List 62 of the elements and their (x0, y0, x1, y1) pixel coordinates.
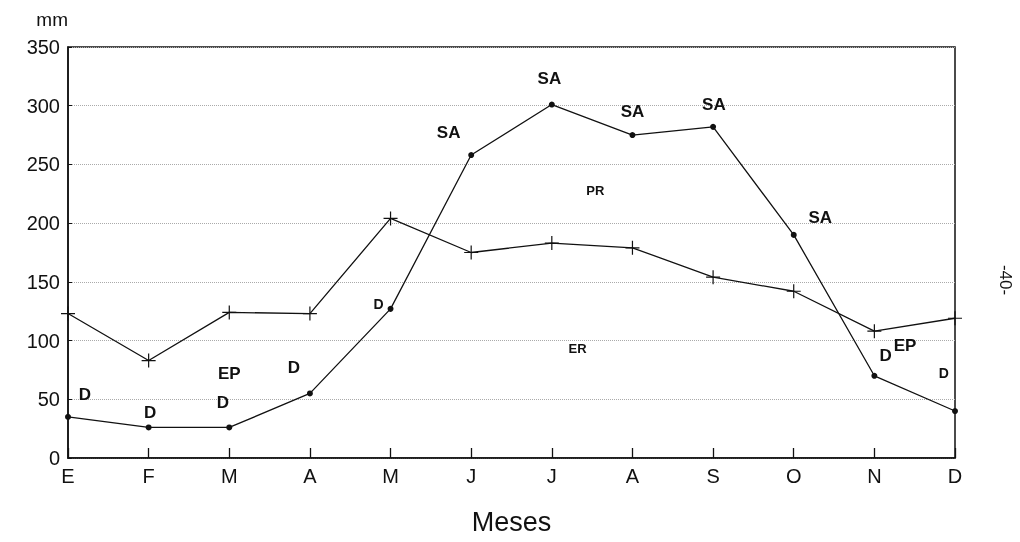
annotation: SA (537, 69, 562, 89)
point (548, 101, 555, 108)
x-tick-label: D (947, 465, 963, 487)
point (60, 305, 76, 322)
point (947, 310, 963, 326)
point (306, 390, 313, 397)
point (468, 152, 475, 159)
x-tick-label: O (785, 465, 802, 487)
y-tick-label: 300 (26, 94, 60, 117)
x-tick-label: J (546, 465, 557, 487)
point (629, 132, 636, 139)
annotation: EP (217, 363, 241, 383)
point (302, 305, 318, 322)
x-tick-label: F (142, 465, 155, 487)
point (624, 240, 641, 256)
point (382, 210, 399, 227)
y-tick-label: 50 (37, 388, 60, 411)
annotation: SA (436, 123, 461, 143)
annotation: PR (586, 182, 605, 198)
point (705, 269, 721, 285)
y-tick-label: 350 (26, 36, 60, 58)
x-tick-label: E (61, 465, 75, 487)
annotation: SA (702, 95, 726, 115)
text: -40- (995, 264, 1015, 296)
y-tick-label: 200 (26, 212, 60, 235)
annotation: D (373, 296, 384, 313)
annotation: D (879, 346, 892, 366)
annotation: ER (568, 341, 588, 357)
annotation: EP (893, 335, 917, 355)
annotation: D (78, 385, 92, 405)
x-tick-label: A (303, 465, 318, 487)
y-axis-title: mm (36, 9, 68, 30)
y-tick-label: 0 (48, 447, 60, 469)
point (871, 372, 878, 379)
x-tick-label: M (382, 465, 399, 487)
annotation: D (287, 358, 300, 378)
y-tick-label: 100 (26, 329, 60, 352)
point (145, 424, 152, 431)
x-axis-title: Meses (471, 506, 552, 537)
x-tick-label: M (220, 465, 238, 487)
x-tick-label: S (706, 465, 720, 487)
point (790, 231, 797, 238)
x-tick-label: N (867, 465, 882, 487)
annotation: D (216, 393, 229, 413)
point (866, 323, 882, 339)
point (952, 408, 958, 415)
point (141, 352, 157, 369)
annotation: D (938, 365, 949, 382)
annotation: SA (620, 102, 645, 122)
point (65, 413, 71, 420)
point (463, 244, 479, 261)
point (544, 235, 560, 251)
x-tick-label: J (466, 465, 477, 487)
annotation: D (144, 402, 157, 422)
annotation: SA (808, 207, 833, 227)
x-tick-label: A (625, 465, 640, 487)
point (221, 304, 237, 320)
y-tick-label: 150 (26, 270, 60, 293)
point (710, 123, 717, 130)
point (786, 283, 802, 299)
point (387, 305, 394, 312)
y-tick-label: 250 (26, 153, 60, 176)
